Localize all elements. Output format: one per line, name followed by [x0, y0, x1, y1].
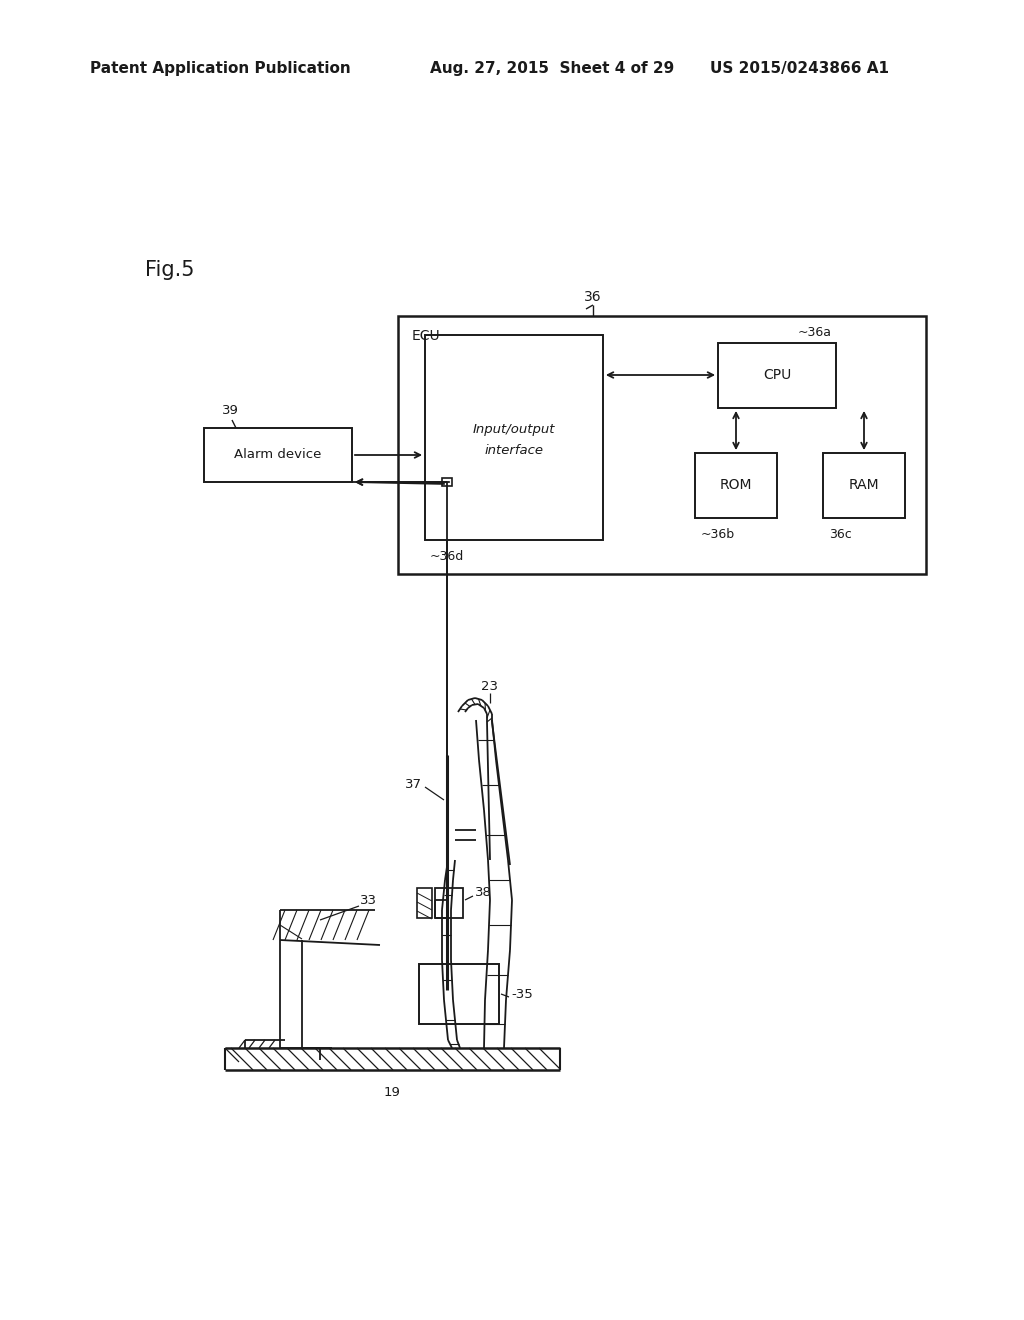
Bar [419, 964, 499, 1024]
Bar [398, 315, 926, 574]
Text: US 2015/0243866 A1: US 2015/0243866 A1 [710, 61, 889, 75]
Bar [442, 478, 452, 486]
Text: 23: 23 [481, 680, 499, 693]
Text: 19: 19 [384, 1085, 400, 1098]
Text: Fig.5: Fig.5 [145, 260, 195, 280]
Text: 36: 36 [584, 290, 602, 304]
Text: 36c: 36c [829, 528, 852, 540]
Text: Alarm device: Alarm device [234, 449, 322, 462]
Bar [425, 335, 603, 540]
Text: CPU: CPU [763, 368, 792, 381]
Text: interface: interface [484, 444, 544, 457]
Bar [718, 343, 836, 408]
Text: ECU: ECU [412, 329, 440, 343]
Text: ~36a: ~36a [798, 326, 831, 339]
Text: Input/output: Input/output [473, 422, 555, 436]
Bar [204, 428, 352, 482]
Text: 37: 37 [406, 777, 422, 791]
Text: Aug. 27, 2015  Sheet 4 of 29: Aug. 27, 2015 Sheet 4 of 29 [430, 61, 674, 75]
Text: 39: 39 [222, 404, 239, 417]
Text: ~36d: ~36d [430, 549, 464, 562]
Text: 33: 33 [360, 894, 377, 907]
Bar [417, 888, 432, 917]
Text: 38: 38 [475, 886, 492, 899]
Text: ~36b: ~36b [701, 528, 735, 540]
Text: ROM: ROM [720, 478, 753, 492]
Text: RAM: RAM [849, 478, 880, 492]
Text: Patent Application Publication: Patent Application Publication [90, 61, 351, 75]
Bar [435, 888, 463, 917]
Bar [823, 453, 905, 517]
Text: -35: -35 [511, 987, 532, 1001]
Bar [695, 453, 777, 517]
